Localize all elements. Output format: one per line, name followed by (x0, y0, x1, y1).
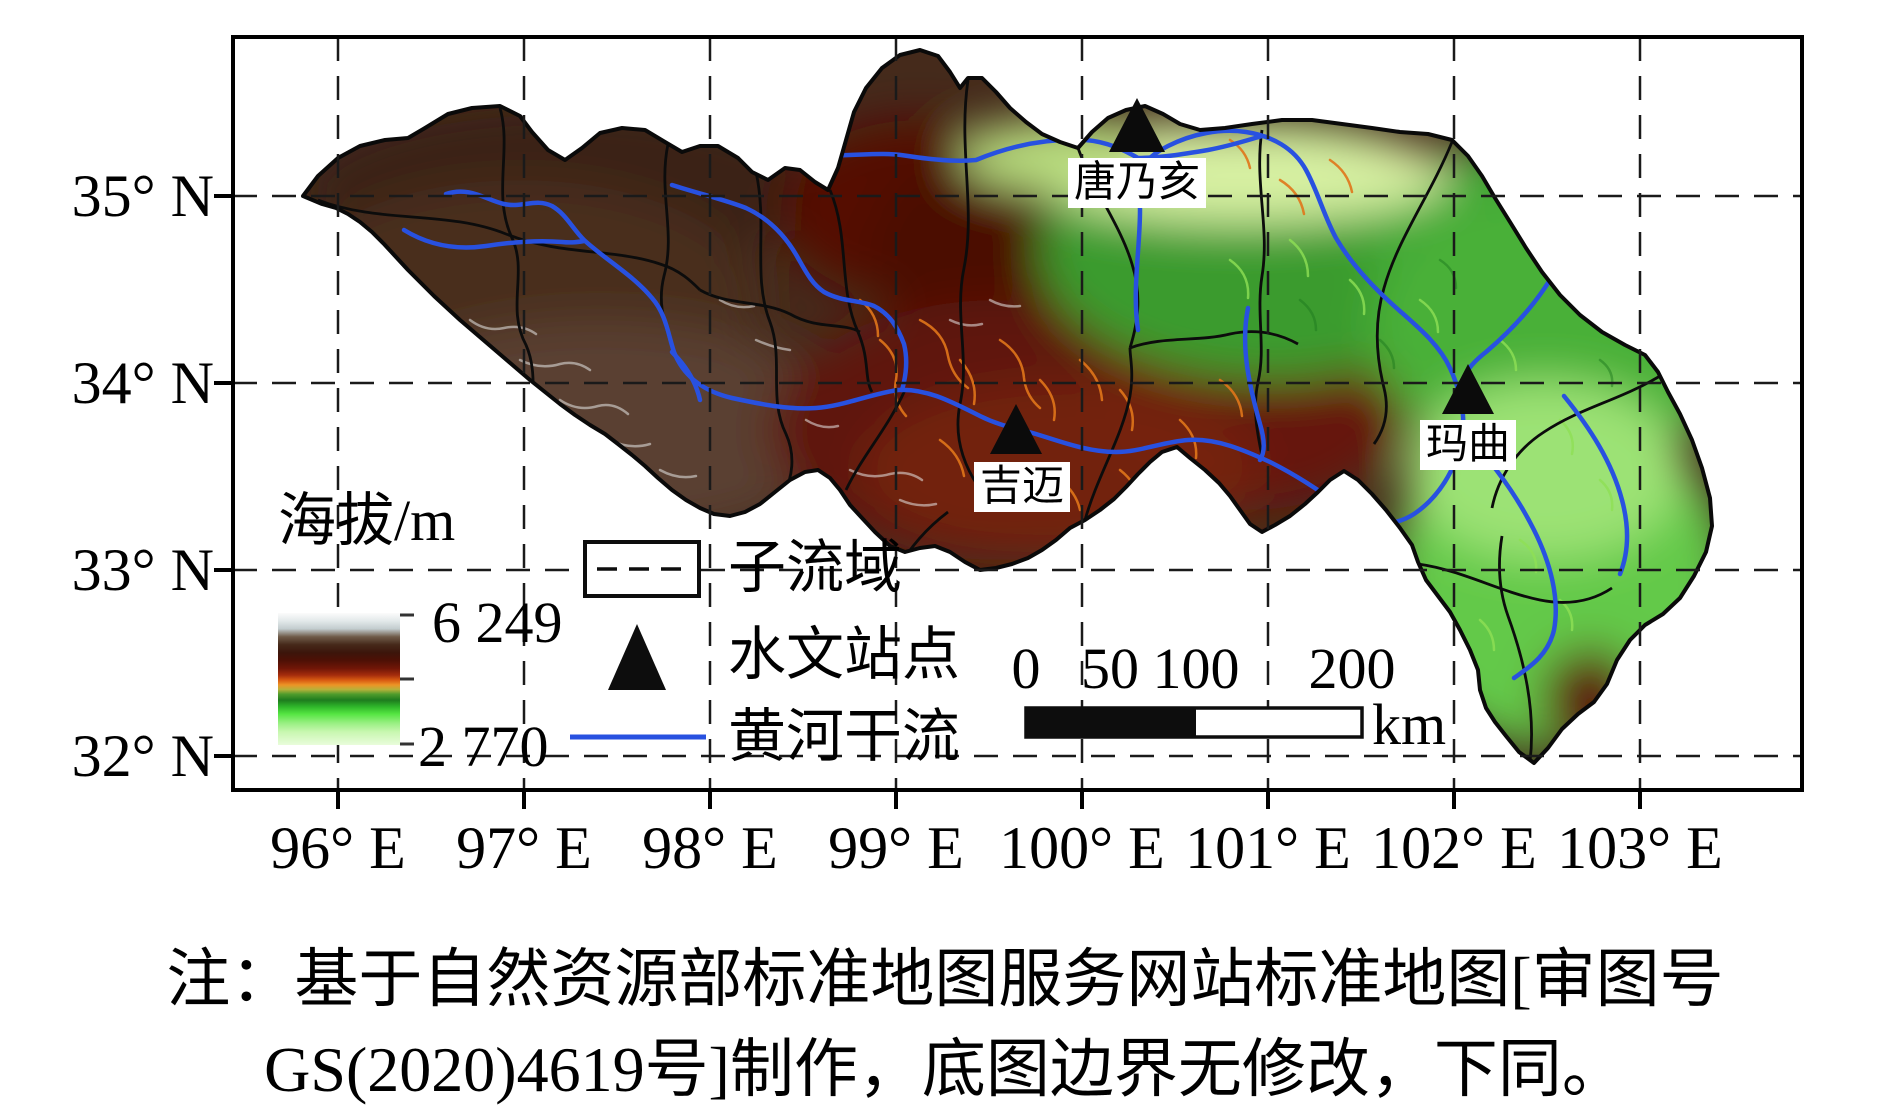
lon-label-103e: 103° E (1557, 815, 1723, 881)
map-footnote-line2: GS(2020)4619号]制作，底图边界无修改，下同。 (264, 1034, 1626, 1105)
elevation-legend-title: 海拔/m (278, 488, 456, 553)
colorbar-ticks (400, 613, 414, 746)
scalebar-unit: km (1372, 692, 1447, 757)
station-legend-triangle (608, 624, 666, 690)
lon-label-101e: 101° E (1185, 815, 1351, 881)
lon-label-99e: 99° E (828, 815, 964, 881)
scale-bar (1024, 706, 1364, 739)
legend-label-station: 水文站点 (728, 622, 961, 687)
yellow-river-main-stem (443, 128, 1466, 526)
lat-label-32n: 32° N (71, 723, 214, 789)
scalebar-tick-50: 50 (1081, 636, 1139, 701)
lon-label-97e: 97° E (456, 815, 592, 881)
map-frame (231, 35, 1804, 792)
green-valley-texture (1228, 238, 1614, 652)
elevation-max-value: 6 249 (432, 590, 563, 655)
legend-label-subbasin: 子流域 (728, 535, 903, 600)
lon-label-102e: 102° E (1371, 815, 1537, 881)
axis-ticks (214, 194, 1642, 809)
station-label-maqu: 玛曲 (1420, 420, 1517, 471)
dark-green-texture (1298, 258, 1614, 388)
scalebar-tick-200: 200 (1308, 636, 1396, 701)
scalebar-tick-0: 0 (1011, 636, 1041, 701)
elevation-colorbar (278, 613, 400, 745)
station-triangle-maqu (1442, 364, 1494, 414)
elevation-min-value: 2 770 (418, 714, 549, 779)
lat-label-34n: 34° N (71, 350, 214, 416)
basin-outline (301, 48, 1714, 765)
station-label-jimai: 吉迈 (974, 462, 1071, 513)
graticule (233, 37, 1802, 790)
orange-dendrite-texture (858, 138, 1354, 512)
snow-relief-texture (468, 298, 1022, 507)
lat-label-35n: 35° N (71, 163, 214, 229)
map-footnote-line1: 注：基于自然资源部标准地图服务网站标准地图[审图号 (166, 944, 1724, 1015)
scalebar-tick-100: 100 (1152, 636, 1240, 701)
station-label-tangnaihai: 唐乃亥 (1068, 158, 1207, 209)
station-triangle-tangnaihai (1109, 98, 1165, 152)
lon-label-100e: 100° E (999, 815, 1165, 881)
lon-label-98e: 98° E (642, 815, 778, 881)
station-triangle-jimai (990, 404, 1042, 454)
lat-label-33n: 33° N (71, 537, 214, 603)
basin-terrain (303, 50, 1712, 763)
legend-label-river: 黄河干流 (728, 704, 961, 769)
lon-label-96e: 96° E (270, 815, 406, 881)
